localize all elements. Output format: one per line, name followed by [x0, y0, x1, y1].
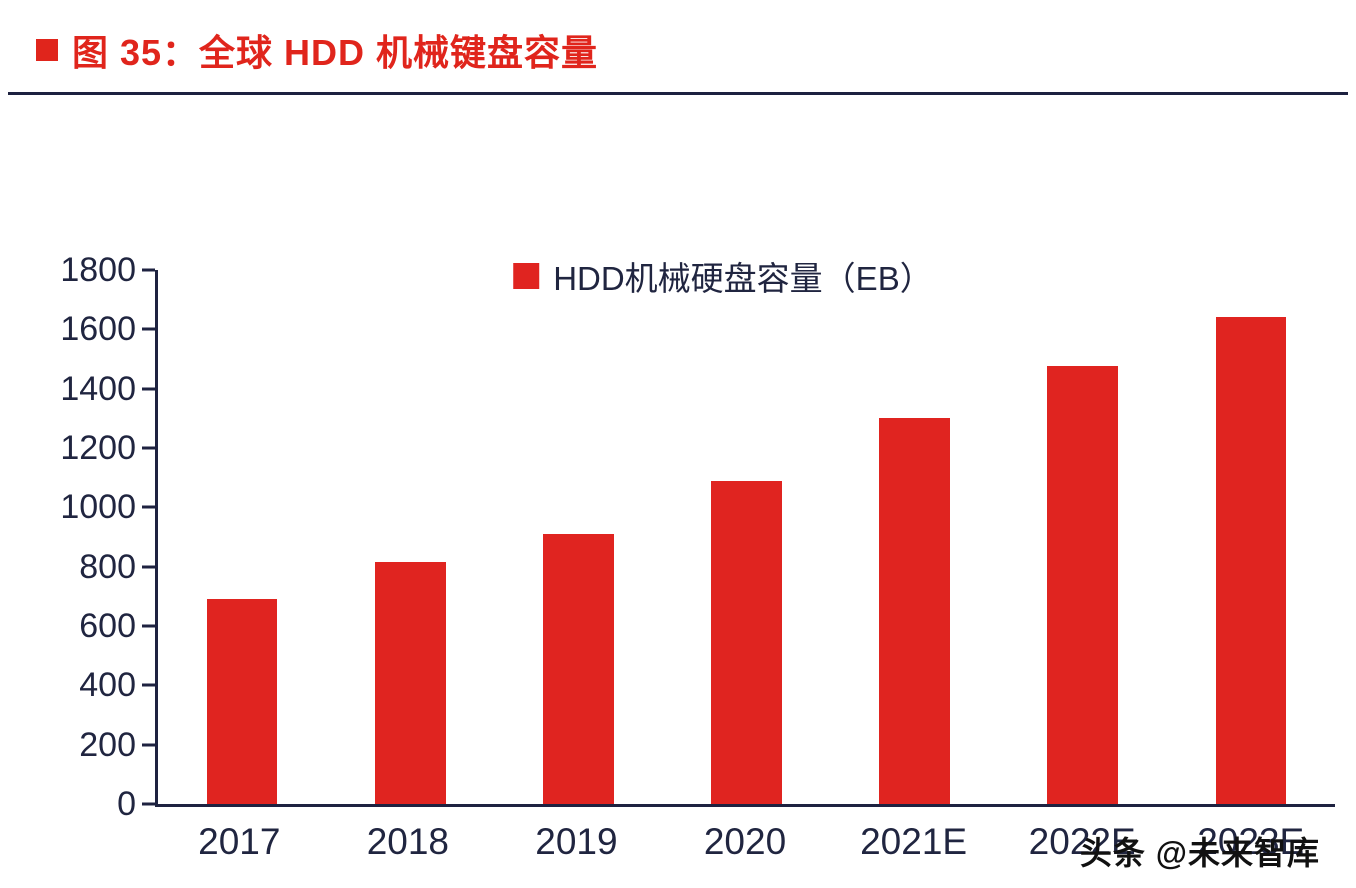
y-tick-mark	[142, 683, 155, 687]
plot-area: HDD机械硬盘容量（EB） 0 200 400 600 800 1000 1200 1400 1…	[60, 253, 1335, 821]
bar-2023E	[1215, 317, 1287, 804]
x-tick-label: 2019	[535, 821, 618, 862]
x-tick-label: 2023E	[1197, 821, 1305, 862]
bar-column	[494, 270, 662, 804]
x-tick-label: 2020	[703, 821, 787, 862]
y-tick-mark	[142, 802, 155, 806]
chart-legend: HDD机械硬盘容量（EB）	[513, 252, 933, 300]
bar-2018	[374, 562, 446, 804]
y-tick-label: 1400	[60, 369, 136, 408]
x-tick-label: 2018	[366, 821, 450, 862]
figure-header: 图 35：全球 HDD 机械键盘容量	[8, 0, 1348, 95]
bar-2019	[543, 534, 614, 804]
y-tick-mark	[142, 565, 155, 569]
y-tick-mark	[142, 268, 155, 272]
y-tick-mark	[142, 327, 155, 331]
bar-column	[1167, 270, 1335, 804]
y-tick-mark	[142, 743, 155, 747]
bar-2020	[711, 480, 782, 804]
legend-label: HDD机械硬盘容量（EB）	[553, 260, 933, 297]
bar-2017	[206, 599, 278, 804]
y-tick-mark	[142, 446, 155, 450]
y-tick-mark	[142, 624, 155, 628]
y-tick-mark	[142, 387, 155, 391]
y-tick-label: 1000	[60, 488, 136, 527]
y-tick-label: 1200	[60, 429, 136, 467]
legend-swatch-icon	[513, 263, 540, 289]
bars	[158, 270, 1335, 804]
y-tick-label: 400	[79, 666, 136, 705]
title-accent-square-icon	[36, 39, 58, 61]
y-tick-label: 1600	[60, 310, 136, 349]
x-tick-label: 2017	[198, 821, 281, 862]
bar-column	[158, 270, 326, 804]
bar-2021E	[879, 418, 950, 804]
bar-column	[831, 270, 999, 804]
watermark: 头条 @未来智库	[1079, 835, 1320, 871]
x-tick-label: 2022E	[1028, 821, 1136, 862]
y-tick-label: 600	[79, 607, 136, 645]
x-axis-labels: 2017 2018 2019 2020 2021E 2022E 2023E	[155, 821, 1335, 863]
bar-column	[662, 270, 830, 804]
y-tick-label: 800	[79, 547, 136, 586]
y-tick-label: 1800	[60, 251, 136, 289]
y-tick-label: 0	[117, 785, 136, 823]
figure-title: 图 35：全球 HDD 机械键盘容量	[72, 32, 599, 73]
bar-2022E	[1047, 366, 1119, 804]
x-tick-label: 2021E	[860, 821, 968, 862]
y-tick-mark	[142, 505, 155, 509]
bar-column	[999, 270, 1167, 804]
y-tick-label: 200	[79, 725, 136, 764]
bar-column	[326, 270, 494, 804]
